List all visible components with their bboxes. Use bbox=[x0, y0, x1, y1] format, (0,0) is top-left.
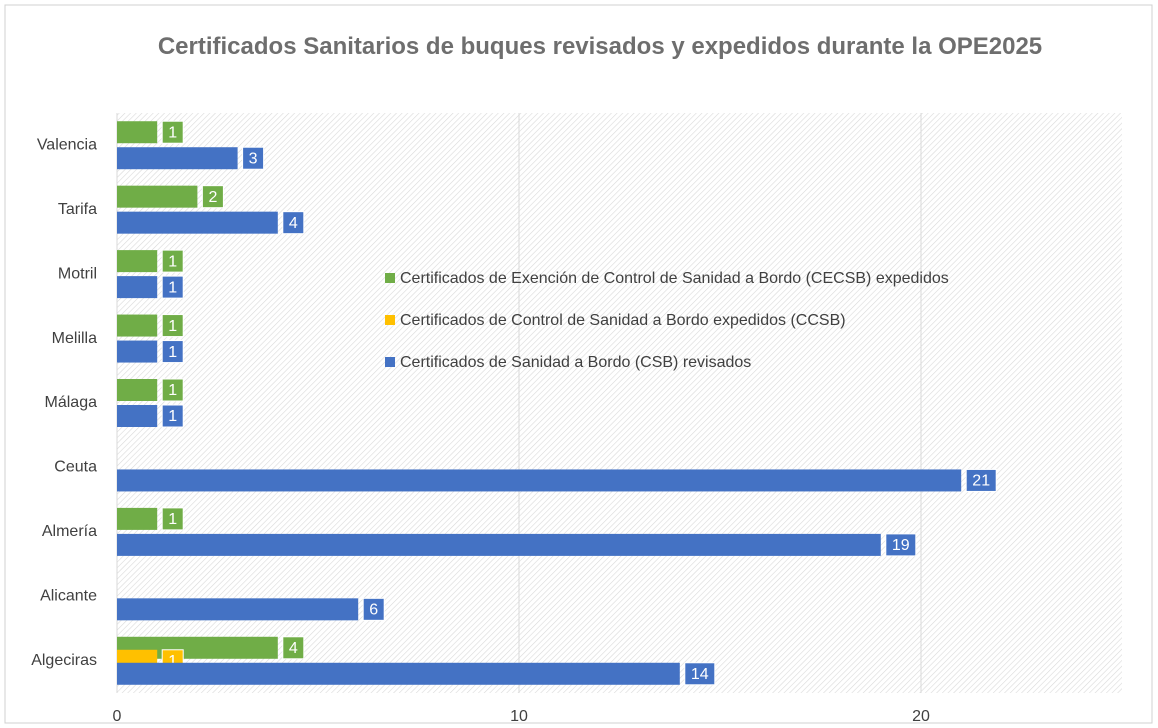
x-tick-label: 20 bbox=[912, 708, 930, 725]
x-tick-label: 10 bbox=[510, 708, 528, 725]
y-tick-label: Algeciras bbox=[31, 652, 97, 669]
data-label: 2 bbox=[208, 189, 217, 206]
y-tick-label: Motril bbox=[58, 265, 97, 282]
plot-area bbox=[117, 113, 1122, 693]
data-label-box bbox=[161, 314, 184, 338]
legend-swatch bbox=[385, 357, 395, 367]
data-label: 19 bbox=[892, 537, 910, 554]
data-label: 1 bbox=[168, 344, 177, 361]
bar bbox=[117, 662, 680, 685]
data-label-box bbox=[161, 378, 184, 402]
bar bbox=[117, 598, 359, 621]
data-label-box bbox=[161, 275, 184, 299]
chart-title: Certificados Sanitarios de buques revisa… bbox=[157, 33, 1043, 60]
data-label: 1 bbox=[168, 408, 177, 425]
data-label: 21 bbox=[972, 473, 990, 490]
legend-label: Certificados de Control de Sanidad a Bor… bbox=[400, 312, 846, 329]
bar bbox=[117, 507, 158, 530]
data-label: 1 bbox=[168, 279, 177, 296]
x-tick-label: 0 bbox=[113, 708, 122, 725]
y-tick-label: Valencia bbox=[37, 136, 97, 153]
data-label-box bbox=[201, 185, 224, 209]
data-label: 14 bbox=[691, 666, 709, 683]
y-tick-label: Tarifa bbox=[58, 201, 97, 218]
bar bbox=[117, 250, 158, 273]
data-label: 1 bbox=[168, 653, 177, 670]
bar bbox=[117, 340, 158, 363]
data-label-box bbox=[242, 146, 265, 170]
data-label-box bbox=[282, 211, 305, 235]
y-tick-label: Ceuta bbox=[54, 459, 97, 476]
bar bbox=[117, 469, 962, 492]
bar bbox=[117, 533, 881, 556]
data-label-box bbox=[161, 120, 184, 144]
data-label: 1 bbox=[168, 253, 177, 270]
legend-label: Certificados de Sanidad a Bordo (CSB) re… bbox=[400, 354, 751, 371]
legend-label: Certificados de Exención de Control de S… bbox=[400, 270, 949, 287]
data-label-box bbox=[885, 533, 917, 557]
data-label-box bbox=[684, 662, 716, 686]
data-label: 1 bbox=[168, 382, 177, 399]
data-label-box bbox=[282, 636, 305, 660]
data-label-box bbox=[161, 249, 184, 273]
bar bbox=[117, 405, 158, 427]
y-tick-label: Málaga bbox=[45, 394, 98, 411]
data-label-box bbox=[965, 468, 997, 492]
y-tick-label: Almería bbox=[42, 523, 97, 540]
data-label: 1 bbox=[168, 318, 177, 335]
bar bbox=[117, 185, 198, 208]
data-label: 1 bbox=[168, 511, 177, 528]
y-tick-label: Melilla bbox=[52, 330, 97, 347]
data-label-box bbox=[161, 340, 184, 364]
bar bbox=[117, 314, 158, 337]
data-label-box bbox=[161, 404, 184, 428]
data-label-box bbox=[362, 597, 385, 621]
y-tick-label: Alicante bbox=[40, 588, 97, 605]
data-label: 6 bbox=[369, 602, 378, 619]
bar bbox=[117, 276, 158, 299]
data-label: 3 bbox=[249, 150, 258, 167]
data-label: 1 bbox=[168, 124, 177, 141]
bar bbox=[117, 147, 238, 170]
border bbox=[4, 4, 1153, 724]
bar bbox=[117, 379, 158, 401]
bar bbox=[117, 211, 278, 234]
legend-swatch bbox=[385, 273, 395, 283]
legend-swatch bbox=[385, 315, 395, 325]
data-label: 4 bbox=[289, 640, 298, 657]
data-label: 4 bbox=[289, 215, 298, 232]
bar bbox=[117, 121, 158, 144]
data-label-box bbox=[161, 507, 184, 531]
